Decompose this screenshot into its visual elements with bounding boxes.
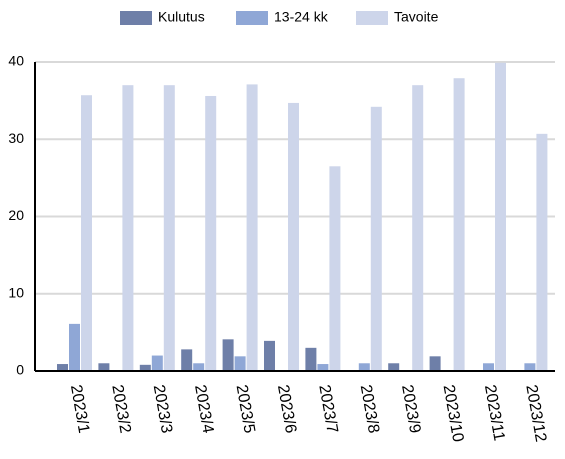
y-tick-label: 30 bbox=[8, 130, 24, 146]
bar bbox=[483, 363, 494, 371]
x-tick-label: 2023/1 bbox=[67, 383, 92, 434]
legend-label: Tavoite bbox=[394, 9, 439, 25]
bar bbox=[81, 95, 92, 371]
bar bbox=[536, 133, 548, 371]
bar bbox=[222, 339, 234, 371]
bar bbox=[163, 85, 175, 372]
bar bbox=[181, 349, 193, 371]
bar bbox=[329, 166, 341, 371]
bar bbox=[193, 363, 205, 371]
x-tick-label: 2023/6 bbox=[274, 383, 299, 434]
x-tick-label: 2023/11 bbox=[481, 383, 508, 442]
x-tick-label: 2023/8 bbox=[357, 383, 382, 434]
bar bbox=[57, 364, 68, 371]
y-tick-label: 40 bbox=[8, 53, 24, 69]
bar bbox=[429, 356, 441, 371]
bar bbox=[234, 356, 246, 371]
bar bbox=[122, 85, 134, 372]
bar bbox=[370, 106, 382, 372]
bar bbox=[388, 363, 400, 371]
legend-swatch bbox=[236, 11, 268, 25]
x-tick-label: 2023/7 bbox=[315, 383, 340, 434]
x-tick-label: 2023/5 bbox=[232, 383, 257, 434]
y-tick-label: 0 bbox=[16, 362, 24, 378]
bar bbox=[495, 62, 506, 372]
x-tick-label: 2023/2 bbox=[108, 383, 133, 434]
bar bbox=[358, 363, 370, 371]
bar bbox=[151, 355, 163, 371]
bar bbox=[205, 95, 217, 372]
legend-swatch bbox=[120, 11, 152, 25]
bar bbox=[69, 323, 80, 371]
y-tick-label: 10 bbox=[8, 284, 24, 300]
y-tick-label: 20 bbox=[8, 207, 24, 223]
bar bbox=[317, 364, 329, 371]
bar bbox=[246, 84, 258, 371]
bar bbox=[139, 364, 151, 371]
bar bbox=[412, 85, 424, 372]
bar bbox=[524, 363, 536, 371]
bar bbox=[264, 340, 275, 371]
bar bbox=[305, 347, 317, 371]
x-tick-label: 2023/3 bbox=[150, 383, 175, 434]
legend-label: 13-24 kk bbox=[274, 9, 329, 25]
x-tick-label: 2023/10 bbox=[439, 383, 466, 443]
legend-label: Kulutus bbox=[158, 9, 205, 25]
bar bbox=[288, 102, 299, 371]
legend-swatch bbox=[356, 11, 388, 25]
bar bbox=[98, 363, 110, 371]
x-tick-label: 2023/4 bbox=[191, 383, 216, 434]
bar bbox=[453, 78, 465, 371]
x-tick-label: 2023/12 bbox=[522, 383, 549, 443]
x-tick-label: 2023/9 bbox=[398, 383, 423, 434]
